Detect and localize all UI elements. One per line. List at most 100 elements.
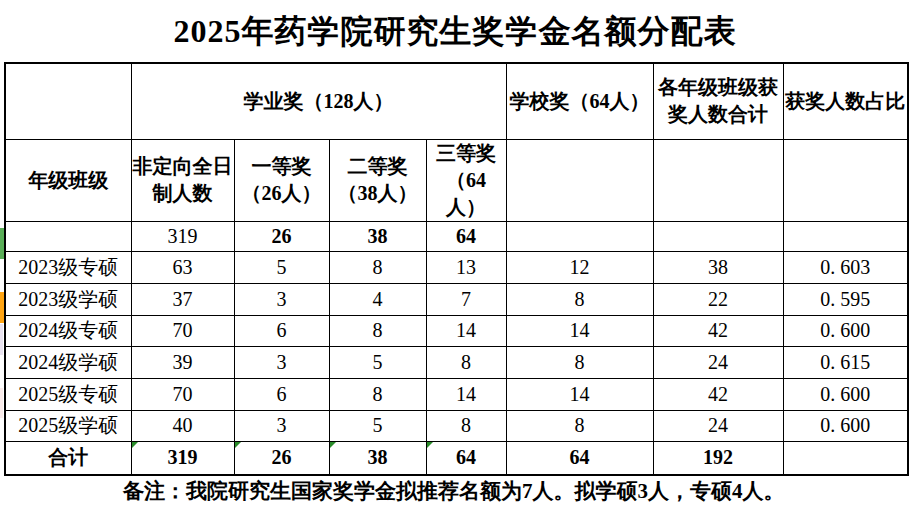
header-class-total: 各年级班级获 奖人数合计 (653, 63, 783, 139)
error-indicator-triangle-icon (330, 442, 336, 448)
table-cell: 64 (426, 221, 506, 251)
table-cell: 24 (653, 346, 783, 378)
table-row: 2024级专硕 70 6 8 14 14 42 0. 600 (5, 315, 908, 346)
header-empty-cell (506, 139, 653, 221)
table-cell: 0. 603 (783, 251, 908, 283)
table-cell: 22 (653, 283, 783, 315)
table-cell (653, 221, 783, 251)
table-cell: 42 (653, 315, 783, 346)
table-cell: 3 (234, 410, 329, 441)
total-value: 319 (168, 446, 198, 468)
footnote: 备注：我院研究生国家奖学金拟推荐名额为7人。拟学硕3人，专硕4人。 (123, 477, 785, 505)
table-row: 2025级学硕 40 3 5 8 8 24 0. 600 (5, 410, 908, 441)
table-cell: 5 (329, 410, 426, 441)
table-cell: 13 (426, 251, 506, 283)
table-cell: 6 (234, 315, 329, 346)
table-cell: 0. 615 (783, 346, 908, 378)
header-school-award: 学校奖（64人） (506, 63, 653, 139)
table-cell: 64 (426, 441, 506, 475)
header-nondirected-fulltime: 非定向全日 制人数 (131, 139, 234, 221)
table-row: 2024级学硕 39 3 5 8 8 24 0. 615 (5, 346, 908, 378)
header-second-prize: 二等奖 （38人） (329, 139, 426, 221)
header-empty-cell (653, 139, 783, 221)
table-cell: 42 (653, 378, 783, 410)
table-cell: 319 (131, 441, 234, 475)
table-cell: 63 (131, 251, 234, 283)
total-value: 26 (272, 446, 292, 468)
row-color-strip-orange (0, 292, 4, 323)
base-quota-row: 319 26 38 64 (5, 221, 908, 251)
table-cell: 40 (131, 410, 234, 441)
table-cell: 38 (329, 441, 426, 475)
header-third-prize: 三等奖 （64人） (426, 139, 506, 221)
table-cell: 39 (131, 346, 234, 378)
table-cell: 5 (234, 251, 329, 283)
table-cell: 8 (506, 410, 653, 441)
header-empty-cell (783, 139, 908, 221)
table-cell: 0. 595 (783, 283, 908, 315)
table-cell: 14 (426, 315, 506, 346)
total-row: 合计 319 26 38 64 64 192 (5, 441, 908, 475)
scholarship-table: 学业奖（128人） 学校奖（64人） 各年级班级获 奖人数合计 获奖人数占比 年… (4, 62, 909, 476)
table-cell: 37 (131, 283, 234, 315)
table-row: 2023级专硕 63 5 8 13 12 38 0. 603 (5, 251, 908, 283)
row-label: 2023级专硕 (5, 251, 131, 283)
row-color-strip-lavender (0, 324, 3, 355)
table-cell: 26 (234, 441, 329, 475)
table-cell: 8 (426, 410, 506, 441)
total-value: 38 (368, 446, 388, 468)
row-label: 2024级专硕 (5, 315, 131, 346)
header-first-prize: 一等奖 （26人） (234, 139, 329, 221)
table-cell (5, 221, 131, 251)
table-cell: 24 (653, 410, 783, 441)
header-ratio: 获奖人数占比 (783, 63, 908, 139)
error-indicator-triangle-icon (132, 442, 138, 448)
table-cell: 38 (329, 221, 426, 251)
table-cell: 8 (426, 346, 506, 378)
table-cell (506, 221, 653, 251)
table-cell: 38 (653, 251, 783, 283)
error-indicator-triangle-icon (235, 442, 241, 448)
error-indicator-triangle-icon (427, 442, 433, 448)
total-row-label: 合计 (5, 441, 131, 475)
table-cell: 14 (426, 378, 506, 410)
table-cell: 319 (131, 221, 234, 251)
table-cell (783, 441, 908, 475)
table-cell: 5 (329, 346, 426, 378)
table-cell: 14 (506, 315, 653, 346)
page-title: 2025年药学院研究生奖学金名额分配表 (0, 10, 910, 54)
table-cell: 8 (329, 378, 426, 410)
table-cell: 8 (329, 315, 426, 346)
row-label: 2024级学硕 (5, 346, 131, 378)
table-cell: 70 (131, 378, 234, 410)
header-corner-cell (5, 63, 131, 139)
row-label: 2025级学硕 (5, 410, 131, 441)
table-cell: 7 (426, 283, 506, 315)
header-row-1: 学业奖（128人） 学校奖（64人） 各年级班级获 奖人数合计 获奖人数占比 (5, 63, 908, 139)
table-cell: 192 (653, 441, 783, 475)
table-cell: 8 (506, 346, 653, 378)
table-cell: 0. 600 (783, 315, 908, 346)
row-label: 2023级学硕 (5, 283, 131, 315)
table-row: 2025级专硕 70 6 8 14 14 42 0. 600 (5, 378, 908, 410)
table-cell: 8 (506, 283, 653, 315)
row-color-strip-green (0, 228, 4, 259)
header-academic-award: 学业奖（128人） (131, 63, 506, 139)
table-cell: 26 (234, 221, 329, 251)
table-cell: 12 (506, 251, 653, 283)
table-cell: 70 (131, 315, 234, 346)
table-cell: 3 (234, 283, 329, 315)
table-cell: 8 (329, 251, 426, 283)
table-cell: 0. 600 (783, 378, 908, 410)
row-color-strip-pink (0, 388, 3, 418)
total-value: 64 (456, 446, 476, 468)
table-cell: 0. 600 (783, 410, 908, 441)
table-cell: 6 (234, 378, 329, 410)
table-row: 2023级学硕 37 3 4 7 8 22 0. 595 (5, 283, 908, 315)
table-cell: 64 (506, 441, 653, 475)
header-row-2: 年级班级 非定向全日 制人数 一等奖 （26人） 二等奖 （38人） 三等奖 （… (5, 139, 908, 221)
row-label: 2025级专硕 (5, 378, 131, 410)
header-grade-class: 年级班级 (5, 139, 131, 221)
table-cell (783, 221, 908, 251)
table-cell: 14 (506, 378, 653, 410)
